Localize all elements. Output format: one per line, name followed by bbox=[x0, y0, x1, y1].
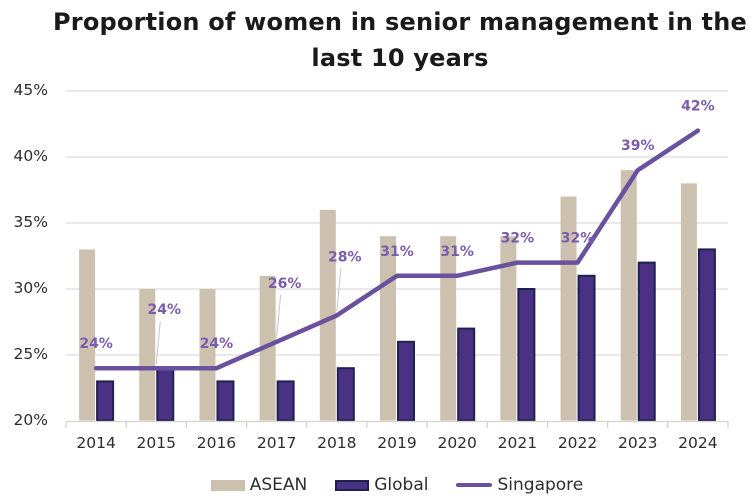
y-tick-label: 35% bbox=[14, 213, 48, 231]
value-label: 31% bbox=[440, 244, 474, 260]
legend-item-global: Global bbox=[335, 475, 428, 495]
global-swatch-icon bbox=[335, 479, 370, 491]
y-tick-label: 40% bbox=[14, 147, 48, 165]
value-label: 26% bbox=[268, 276, 302, 292]
label-leader-line bbox=[276, 294, 282, 338]
value-label: 42% bbox=[681, 99, 715, 115]
global-bar bbox=[397, 340, 415, 422]
global-bar bbox=[276, 380, 295, 422]
value-label: 39% bbox=[621, 138, 655, 154]
x-tick-label: 2015 bbox=[137, 434, 176, 452]
value-label: 24% bbox=[200, 336, 234, 352]
global-bar bbox=[156, 367, 175, 422]
chart-title-line-2: last 10 years bbox=[311, 44, 489, 72]
global-bar bbox=[216, 380, 235, 422]
global-bar bbox=[457, 327, 476, 422]
asean-bar bbox=[680, 183, 697, 421]
x-tick-label: 2017 bbox=[257, 434, 296, 452]
x-tick-label: 2016 bbox=[197, 434, 236, 452]
asean-bar bbox=[440, 236, 457, 421]
legend-item-asean: ASEAN bbox=[210, 475, 308, 495]
x-tick-label: 2024 bbox=[678, 434, 717, 452]
y-tick-label: 30% bbox=[14, 279, 48, 297]
x-tick-label: 2019 bbox=[377, 434, 416, 452]
value-label: 31% bbox=[380, 244, 414, 260]
global-bar bbox=[577, 274, 596, 422]
asean-bar bbox=[199, 289, 216, 421]
value-label: 32% bbox=[561, 231, 595, 247]
asean-bar bbox=[620, 170, 637, 421]
x-tick-label: 2020 bbox=[437, 434, 476, 452]
global-bar bbox=[96, 380, 115, 422]
legend-label-singapore: Singapore bbox=[497, 475, 584, 495]
singapore-line bbox=[93, 128, 701, 371]
global-bar bbox=[336, 367, 355, 422]
asean-bar bbox=[560, 196, 577, 421]
chart-title: Proportion of women in senior management… bbox=[47, 4, 753, 76]
value-label: 24% bbox=[148, 302, 182, 318]
x-tick-label: 2021 bbox=[498, 434, 537, 452]
chart-title-line-1: Proportion of women in senior management… bbox=[53, 8, 747, 36]
global-bar bbox=[637, 261, 656, 422]
asean-bar bbox=[319, 209, 336, 421]
y-tick-label: 20% bbox=[14, 411, 48, 429]
x-tick-label: 2023 bbox=[618, 434, 657, 452]
legend-label-global: Global bbox=[374, 475, 429, 495]
asean-bar bbox=[79, 249, 96, 421]
asean-swatch-icon bbox=[210, 479, 245, 491]
asean-bar bbox=[139, 289, 156, 421]
y-tick-label: 25% bbox=[14, 345, 48, 363]
chart-legend: ASEAN Global Singapore bbox=[66, 471, 728, 499]
x-tick-label: 2018 bbox=[317, 434, 356, 452]
value-label: 24% bbox=[79, 336, 113, 352]
singapore-swatch-icon bbox=[456, 483, 493, 487]
global-bar bbox=[517, 288, 536, 422]
x-tick-label: 2014 bbox=[76, 434, 115, 452]
asean-bar bbox=[380, 236, 396, 421]
value-label: 32% bbox=[501, 231, 535, 247]
label-leader-line bbox=[155, 321, 161, 365]
global-bar bbox=[697, 248, 716, 422]
value-label: 28% bbox=[328, 249, 362, 265]
y-tick-label: 45% bbox=[14, 81, 48, 99]
asean-bar bbox=[500, 236, 517, 421]
x-tick-label: 2022 bbox=[558, 434, 597, 452]
legend-label-asean: ASEAN bbox=[249, 475, 308, 495]
legend-item-singapore: Singapore bbox=[456, 475, 583, 495]
label-leader-line bbox=[336, 268, 342, 312]
